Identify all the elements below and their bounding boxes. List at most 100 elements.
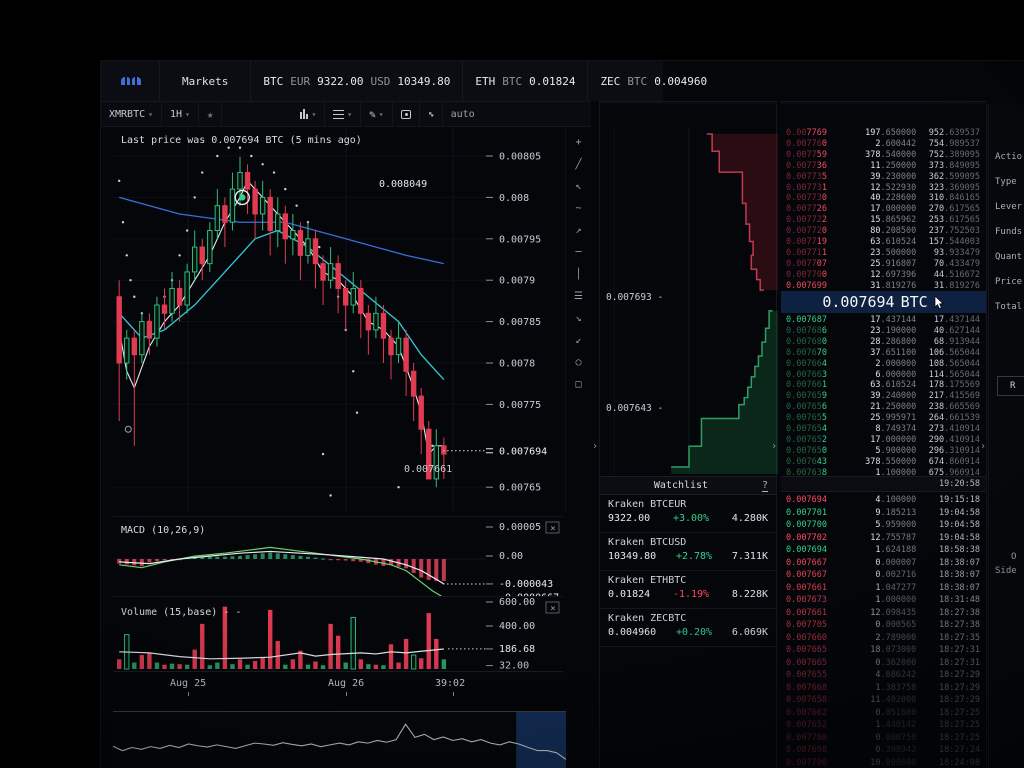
trade-row[interactable]: 0.007700 0.000758 18:27:25 bbox=[781, 732, 986, 745]
ask-row[interactable]: 0.007731 12.522930 323.369095 bbox=[781, 183, 986, 194]
help-icon[interactable]: ? bbox=[761, 479, 768, 492]
favorite-button[interactable]: ★ bbox=[199, 102, 223, 126]
snapshot-button[interactable] bbox=[393, 102, 420, 126]
trade-row[interactable]: 0.007700 5.959000 19:04:58 bbox=[781, 519, 986, 532]
kraken-logo-cell[interactable] bbox=[101, 61, 160, 101]
trade-row[interactable]: 0.007662 0.051600 18:27:25 bbox=[781, 707, 986, 720]
chart-type-selector[interactable]: ▾ bbox=[292, 102, 326, 126]
markets-button[interactable]: Markets bbox=[160, 61, 252, 101]
ask-row[interactable]: 0.007730 40.228600 310.846165 bbox=[781, 193, 986, 204]
indicators-button[interactable]: ▾ bbox=[325, 102, 362, 126]
zoom-mode-toggle[interactable]: auto bbox=[443, 102, 483, 126]
draw-menu-button[interactable]: ✎ ▾ bbox=[361, 102, 393, 126]
bid-row[interactable]: 0.007652 17.000000 290.410914 bbox=[781, 435, 986, 446]
time-axis[interactable]: Aug 25 Aug 26 39:02 bbox=[113, 671, 563, 701]
trade-row[interactable]: 0.007665 18.073000 18:27:31 bbox=[781, 644, 986, 657]
vline-tool-icon[interactable]: │ bbox=[575, 269, 582, 280]
trade-row[interactable]: 0.007668 1.383758 18:27:29 bbox=[781, 682, 986, 695]
collapse-arrow-icon[interactable]: › bbox=[980, 441, 987, 452]
bid-row[interactable]: 0.007655 25.995971 264.661539 bbox=[781, 413, 986, 424]
bid-row[interactable]: 0.007680 28.286800 68.913944 bbox=[781, 337, 986, 348]
watchlist-row[interactable]: Kraken BTCUSD 10349.80 +2.78% 7.311K bbox=[600, 533, 776, 571]
bid-row[interactable]: 0.007643 378.550000 674.860914 bbox=[781, 457, 986, 468]
depth-chart-canvas[interactable]: 0.007693 - 0.007643 - bbox=[600, 127, 778, 474]
price-chart-canvas[interactable]: 0.00805 0.008 0.00795 0.0079 0.00785 0.0078 0.… bbox=[113, 127, 563, 511]
navigator-canvas[interactable] bbox=[113, 712, 566, 768]
trade-row[interactable]: 0.007702 12.755787 19:04:58 bbox=[781, 532, 986, 545]
ask-row[interactable]: 0.007720 80.208500 237.752503 bbox=[781, 226, 986, 237]
ask-row[interactable]: 0.007719 63.610524 157.544003 bbox=[781, 237, 986, 248]
time-axis-tick: Aug 26 bbox=[328, 678, 365, 689]
ask-row[interactable]: 0.007760 2.600442 754.989537 bbox=[781, 139, 986, 150]
pair-selector[interactable]: XMRBTC ▾ bbox=[101, 102, 162, 126]
eraser-tool-icon[interactable]: ↙ bbox=[575, 335, 582, 346]
ticker-eth[interactable]: ETH BTC 0.01824 bbox=[463, 61, 589, 101]
fullscreen-button[interactable]: ↔ bbox=[420, 102, 443, 126]
ticker-zec[interactable]: ZEC BTC 0.004960 bbox=[588, 61, 719, 101]
ask-row[interactable]: 0.007722 15.865962 253.617565 bbox=[781, 215, 986, 226]
ask-row[interactable]: 0.007726 17.000000 270.617565 bbox=[781, 204, 986, 215]
watchlist-row[interactable]: Kraken BTCEUR 9322.00 +3.00% 4.280K bbox=[600, 495, 776, 533]
order-form-submit-button[interactable]: R bbox=[997, 376, 1024, 396]
trade-row[interactable]: 0.007661 1.047277 18:38:07 bbox=[781, 582, 986, 595]
collapse-arrow-icon[interactable]: › bbox=[771, 441, 778, 452]
trade-row[interactable]: 0.007652 1.440142 18:27:25 bbox=[781, 719, 986, 732]
collapse-arrow-icon[interactable]: › bbox=[592, 441, 599, 452]
trade-row[interactable]: 0.007660 2.789000 18:27:35 bbox=[781, 632, 986, 645]
trade-row[interactable]: 0.007658 11.402000 18:27:29 bbox=[781, 694, 986, 707]
trade-row[interactable]: 0.007694 4.100000 19:15:18 bbox=[781, 494, 986, 507]
ask-row[interactable]: 0.007735 39.230000 362.599095 bbox=[781, 172, 986, 183]
hline-tool-icon[interactable]: ─ bbox=[575, 247, 582, 258]
trade-row[interactable]: 0.007661 12.098435 18:27:38 bbox=[781, 607, 986, 620]
trade-row[interactable]: 0.007705 0.000565 18:27:38 bbox=[781, 619, 986, 632]
bid-row[interactable]: 0.007687 17.437144 17.437144 bbox=[781, 315, 986, 326]
interval-selector[interactable]: 1H ▾ bbox=[162, 102, 199, 126]
trade-row[interactable]: 0.007667 0.000007 18:38:07 bbox=[781, 557, 986, 570]
ask-row[interactable]: 0.007759 378.540000 752.389095 bbox=[781, 150, 986, 161]
drawing-tools-toolbar: + ╱ ↖ ~ ↗ ─ │ ☰ ↘ ↙ ○ □ bbox=[565, 127, 591, 511]
trade-row[interactable]: 0.007694 1.624188 18:58:38 bbox=[781, 544, 986, 557]
trade-row[interactable]: 0.007665 0.362000 18:27:31 bbox=[781, 657, 986, 670]
ask-row[interactable]: 0.007711 23.500000 93.933479 bbox=[781, 248, 986, 259]
volume-canvas[interactable]: 600.00 400.00 186.68 32.00 Volume (15,base) … bbox=[113, 597, 563, 672]
bid-row[interactable]: 0.007686 23.190000 40.627144 bbox=[781, 326, 986, 337]
bid-row[interactable]: 0.007670 37.651100 106.565044 bbox=[781, 348, 986, 359]
mid-price-bar[interactable]: 0.007694 BTC bbox=[781, 291, 986, 313]
ticker-btc[interactable]: BTC EUR 9322.00 USD 10349.80 bbox=[251, 61, 464, 101]
arrow-tool-icon[interactable]: ↗ bbox=[575, 225, 582, 236]
rect-tool-icon[interactable]: □ bbox=[575, 379, 582, 390]
bid-row[interactable]: 0.007659 39.240000 217.415569 bbox=[781, 391, 986, 402]
trade-amount: 18.073000 bbox=[870, 645, 917, 655]
trade-row[interactable]: 0.007667 0.002716 18:38:07 bbox=[781, 569, 986, 582]
trade-row[interactable]: 0.007655 4.686242 18:27:29 bbox=[781, 669, 986, 682]
auto-label: auto bbox=[450, 108, 475, 120]
bid-row[interactable]: 0.007664 2.000000 108.565044 bbox=[781, 359, 986, 370]
cursor-tool-icon[interactable]: ↖ bbox=[575, 181, 582, 192]
bid-row[interactable]: 0.007656 21.250000 238.665569 bbox=[781, 402, 986, 413]
brush-tool-icon[interactable]: ↘ bbox=[575, 313, 582, 324]
bid-row[interactable]: 0.007650 5.900000 296.310914 bbox=[781, 446, 986, 457]
bid-row[interactable]: 0.007663 6.000000 114.565044 bbox=[781, 370, 986, 381]
circle-tool-icon[interactable]: ○ bbox=[575, 357, 582, 368]
trade-row[interactable]: 0.007673 1.000000 18:31:48 bbox=[781, 594, 986, 607]
watchlist-row[interactable]: Kraken ZECBTC 0.004960 +0.20% 6.069K bbox=[600, 609, 776, 647]
bid-price: 0.007661 bbox=[786, 380, 827, 391]
parallel-lines-icon[interactable]: ☰ bbox=[574, 291, 583, 302]
ask-row[interactable]: 0.007699 31.819276 31.819276 bbox=[781, 281, 986, 292]
trade-row[interactable]: 0.007698 0.398942 18:27:24 bbox=[781, 744, 986, 757]
crosshair-icon[interactable]: + bbox=[575, 137, 582, 148]
trade-row[interactable]: 0.007700 10.000000 18:24:08 bbox=[781, 757, 986, 768]
ask-row[interactable]: 0.007769 197.650000 952.639537 bbox=[781, 128, 986, 139]
ask-row[interactable]: 0.007736 11.250000 373.849095 bbox=[781, 161, 986, 172]
ask-row[interactable]: 0.007707 25.916807 70.433479 bbox=[781, 259, 986, 270]
curve-tool-icon[interactable]: ~ bbox=[575, 203, 582, 214]
bid-price: 0.007643 bbox=[786, 456, 827, 467]
trade-row[interactable]: 0.007701 9.185213 19:04:58 bbox=[781, 507, 986, 520]
trendline-icon[interactable]: ╱ bbox=[575, 159, 582, 170]
bid-row[interactable]: 0.007661 63.610524 178.175569 bbox=[781, 380, 986, 391]
watchlist-row[interactable]: Kraken ETHBTC 0.01824 -1.19% 8.228K bbox=[600, 571, 776, 609]
chart-navigator[interactable] bbox=[113, 711, 566, 768]
bid-row[interactable]: 0.007654 8.749374 273.410914 bbox=[781, 424, 986, 435]
ask-row[interactable]: 0.007700 12.697396 44.516672 bbox=[781, 270, 986, 281]
